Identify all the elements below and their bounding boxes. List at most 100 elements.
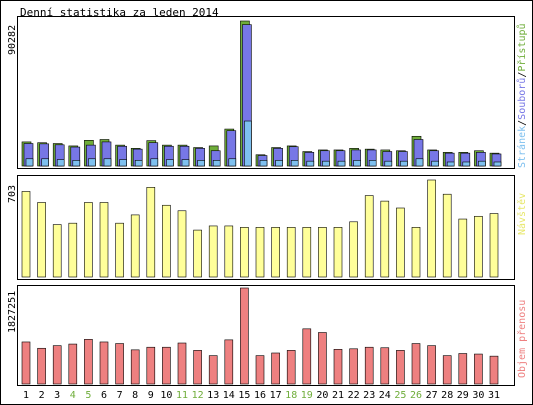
x-tick-label-day-19: 19 [301, 390, 313, 401]
x-tick-label-day-3: 3 [54, 390, 60, 401]
bar-visits-day-24 [380, 200, 390, 278]
x-tick-label-day-31: 31 [488, 390, 500, 401]
bar-transfer-day-18 [286, 350, 296, 385]
bar-transfer-day-7 [115, 343, 124, 385]
bar-stránek-day-1 [25, 158, 34, 167]
bar-transfer-day-8 [130, 349, 140, 385]
bar-transfer-day-19 [302, 328, 312, 385]
bar-visits-day-5 [84, 202, 93, 278]
bar-transfer-day-1 [21, 341, 31, 385]
bar-visits-day-3 [52, 224, 62, 278]
bar-visits-day-10 [162, 204, 171, 278]
x-tick-label-day-30: 30 [472, 390, 484, 401]
bar-visits-day-20 [318, 227, 327, 278]
bar-stránek-day-25 [400, 160, 408, 167]
panel-hits-ymax-label: 90282 [7, 25, 18, 55]
bar-visits-day-16 [255, 227, 265, 278]
x-tick-label-day-13: 13 [207, 390, 219, 401]
x-tick-label-day-25: 25 [394, 390, 406, 401]
bar-stránek-day-17 [275, 160, 283, 167]
bar-visits-day-11 [177, 210, 187, 278]
x-tick-label-day-22: 22 [348, 390, 360, 401]
bar-stránek-day-14 [228, 158, 237, 167]
x-tick-label-day-8: 8 [132, 390, 138, 401]
legend-stranek: Stránek [516, 126, 528, 168]
x-tick-label-day-1: 1 [23, 390, 29, 401]
bar-stránek-day-9 [150, 158, 159, 167]
bar-stránek-day-15 [244, 120, 252, 167]
x-tick-label-day-26: 26 [410, 390, 422, 401]
bar-stránek-day-18 [290, 160, 299, 167]
bar-transfer-day-31 [489, 355, 499, 385]
x-tick-label-day-10: 10 [160, 390, 172, 401]
panel-visits-legend: Návštěv [516, 193, 528, 235]
legend-pristupu: Přístupů [516, 23, 528, 71]
bar-stránek-day-5 [88, 158, 96, 167]
x-tick-label-day-7: 7 [117, 390, 123, 401]
bar-visits-day-29 [458, 218, 468, 278]
bar-visits-day-25 [396, 207, 405, 278]
x-tick-label-day-24: 24 [379, 390, 391, 401]
bar-stránek-day-16 [259, 160, 268, 167]
bar-transfer-day-12 [193, 350, 202, 385]
legend-sep-2: / [517, 72, 528, 78]
bar-transfer-day-28 [442, 355, 452, 385]
bar-stránek-day-6 [103, 158, 112, 167]
bars-visits [21, 179, 499, 278]
bar-transfer-day-20 [318, 332, 327, 385]
bar-visits-day-14 [224, 225, 234, 278]
x-tick-label-day-6: 6 [101, 390, 107, 401]
panel-hits-legend: Stránek/Souborů/Přístupů [516, 23, 528, 168]
bar-visits-day-2 [37, 202, 46, 278]
x-tick-label-day-12: 12 [192, 390, 204, 401]
bar-visits-day-30 [474, 215, 483, 278]
bar-stránek-day-7 [119, 159, 127, 167]
bar-visits-day-21 [333, 227, 343, 278]
bar-visits-day-15 [240, 227, 249, 278]
bar-stránek-day-4 [72, 160, 81, 167]
bar-transfer-day-30 [474, 353, 483, 385]
bar-transfer-day-14 [224, 339, 234, 385]
bar-transfer-day-9 [146, 346, 156, 385]
bar-stránek-day-31 [493, 161, 502, 167]
x-tick-label-day-27: 27 [426, 390, 438, 401]
bars-transfer [21, 287, 499, 385]
x-tick-label-day-5: 5 [85, 390, 91, 401]
bar-visits-day-19 [302, 227, 312, 278]
bar-visits-day-26 [411, 227, 421, 278]
bar-transfer-day-15 [240, 287, 249, 385]
legend-sep-1: / [517, 120, 528, 126]
bar-transfer-day-29 [458, 353, 468, 385]
bar-visits-day-31 [489, 213, 499, 278]
bar-visits-day-22 [349, 221, 358, 278]
bar-visits-day-1 [21, 191, 31, 278]
panel-visits: 703 Návštěv [7, 175, 528, 280]
bar-transfer-day-27 [427, 345, 436, 385]
bar-transfer-day-26 [411, 343, 421, 385]
bar-transfer-day-6 [99, 341, 109, 385]
bar-stránek-day-13 [212, 160, 221, 167]
bar-transfer-day-13 [208, 355, 218, 385]
bar-stránek-day-8 [134, 160, 143, 167]
x-tick-label-day-18: 18 [285, 390, 297, 401]
bar-transfer-day-24 [380, 347, 390, 385]
bar-stránek-day-11 [181, 159, 190, 167]
panel-hits: 90282 Stránek/Souborů/Přístupů [7, 16, 528, 169]
bars-hits [21, 20, 502, 167]
bar-visits-day-4 [68, 222, 78, 278]
bar-stránek-day-19 [306, 160, 315, 167]
x-tick-label-day-23: 23 [363, 390, 375, 401]
bar-transfer-day-3 [52, 345, 62, 385]
legend-souboru: Souborů [516, 78, 528, 120]
bar-visits-day-6 [99, 202, 109, 278]
bar-visits-day-23 [364, 195, 374, 278]
panel-visits-ymax-label: 703 [7, 185, 18, 203]
bar-visits-day-27 [427, 179, 436, 278]
bar-transfer-day-22 [349, 348, 358, 385]
bar-transfer-day-2 [37, 347, 46, 385]
bar-transfer-day-21 [333, 349, 343, 385]
bar-transfer-day-11 [177, 342, 187, 385]
bar-transfer-day-25 [396, 350, 405, 385]
x-tick-label-day-11: 11 [176, 390, 188, 401]
